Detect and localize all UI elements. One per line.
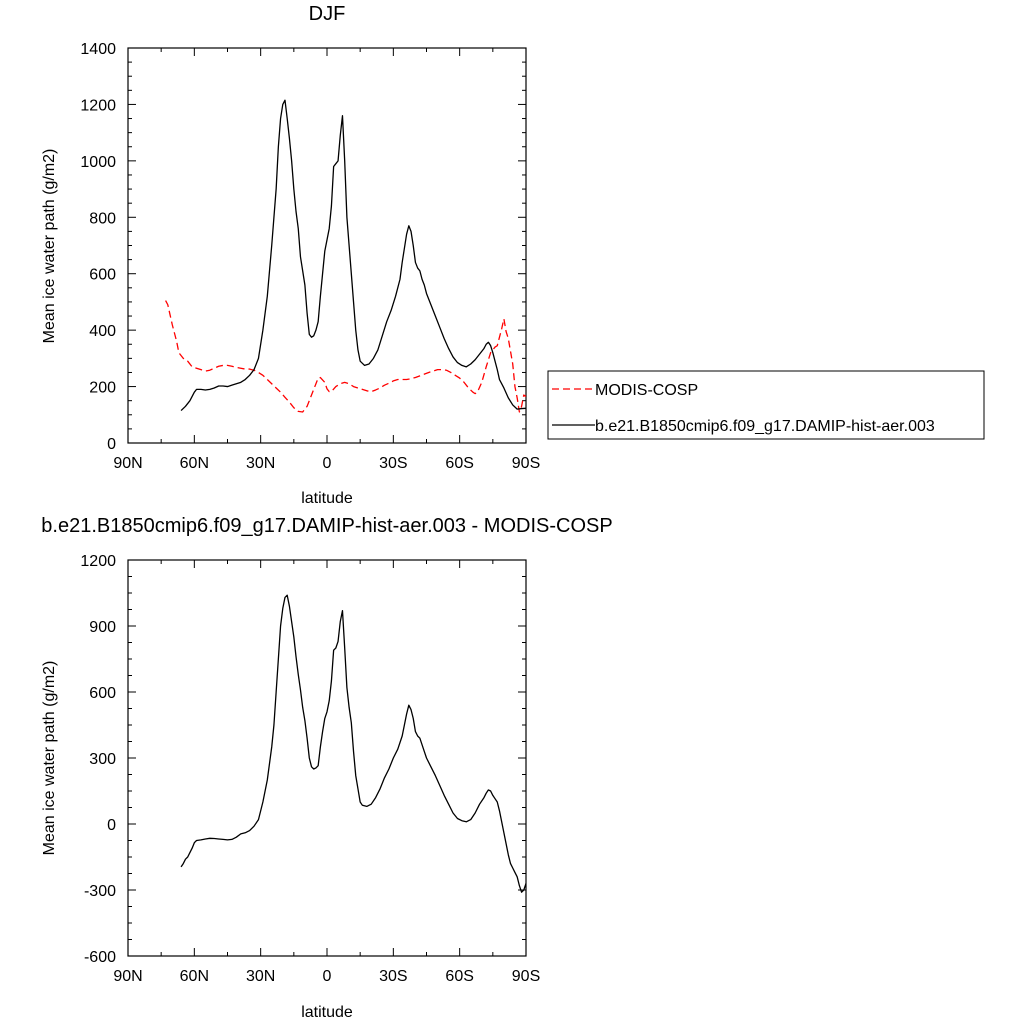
y-tick-label: 600 <box>89 267 116 284</box>
y-tick-label: 300 <box>89 751 116 768</box>
y-tick-label: 1200 <box>80 97 116 114</box>
bottom-panel-title: b.e21.B1850cmip6.f09_g17.DAMIP-hist-aer.… <box>41 515 612 537</box>
bottom-series-line-0 <box>180 594 526 893</box>
legend-box <box>547 370 985 440</box>
x-tick-label: 90S <box>512 455 540 472</box>
x-tick-label: 30N <box>246 968 275 985</box>
legend-label-model: b.e21.B1850cmip6.f09_g17.DAMIP-hist-aer.… <box>595 418 935 435</box>
bottom-axes: 90N 60N 30N 0 30S 60S 90S -600 -300 0 300 600 900 120… <box>80 553 540 985</box>
top-plot-frame <box>127 47 527 444</box>
top-series <box>165 99 526 413</box>
y-tick-label: 900 <box>89 619 116 636</box>
x-tick-label: 30S <box>379 455 407 472</box>
x-tick-label: 60N <box>180 455 209 472</box>
y-tick-label: 800 <box>89 210 116 227</box>
top-series-line-0 <box>165 300 526 413</box>
y-tick-label: 200 <box>89 380 116 397</box>
bottom-series <box>180 594 526 893</box>
y-tick-label: 600 <box>89 685 116 702</box>
y-tick-label: -600 <box>84 949 116 966</box>
y-tick-label: 0 <box>107 436 116 453</box>
x-tick-label: 60N <box>180 968 209 985</box>
legend-label-modis-cosp: MODIS-COSP <box>595 382 698 399</box>
top-panel-title: DJF <box>309 3 346 25</box>
legend: MODIS-COSP b.e21.B1850cmip6.f09_g17.DAMI… <box>547 370 985 440</box>
x-tick-label: 30N <box>246 455 275 472</box>
y-tick-label: 0 <box>107 817 116 834</box>
bottom-plot-frame <box>127 559 527 957</box>
x-tick-label: 30S <box>379 968 407 985</box>
top-y-axis-label: Mean ice water path (g/m2) <box>41 149 58 344</box>
x-tick-label: 90N <box>113 455 142 472</box>
top-series-line-1 <box>180 99 526 412</box>
x-tick-label: 60S <box>445 968 473 985</box>
top-axes: 90N 60N 30N 0 30S 60S 90S 0 200 400 600 800 1000 1200… <box>80 41 540 472</box>
y-tick-label: -300 <box>84 883 116 900</box>
bottom-x-axis-label: latitude <box>301 1004 353 1021</box>
top-panel: DJF 90N 60N 30N 0 30S 60S 90S 0 200 400 600 800 1000… <box>41 3 985 507</box>
x-tick-label: 0 <box>323 968 332 985</box>
x-tick-label: 90S <box>512 968 540 985</box>
y-tick-label: 400 <box>89 323 116 340</box>
bottom-y-axis-label: Mean ice water path (g/m2) <box>41 661 58 856</box>
x-tick-label: 60S <box>445 455 473 472</box>
x-tick-label: 90N <box>113 968 142 985</box>
y-tick-label: 1000 <box>80 154 116 171</box>
top-x-axis-label: latitude <box>301 490 353 507</box>
y-tick-label: 1200 <box>80 553 116 570</box>
y-tick-label: 1400 <box>80 41 116 58</box>
bottom-panel: b.e21.B1850cmip6.f09_g17.DAMIP-hist-aer.… <box>41 515 613 1021</box>
x-tick-label: 0 <box>323 455 332 472</box>
